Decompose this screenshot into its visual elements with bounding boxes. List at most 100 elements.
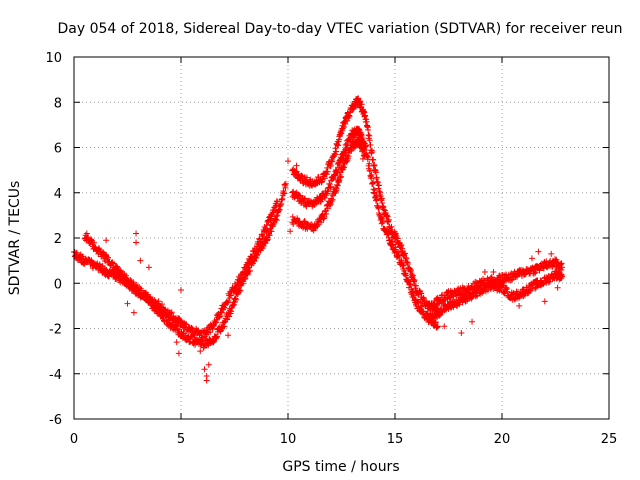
data-point-marker xyxy=(282,180,289,187)
data-point-marker xyxy=(293,162,300,169)
data-point-marker xyxy=(389,238,396,245)
data-point-marker xyxy=(175,350,182,357)
data-point-marker xyxy=(488,273,495,280)
data-point-marker xyxy=(402,250,409,257)
data-point-marker xyxy=(411,277,418,284)
y-tick-label: 8 xyxy=(54,96,62,111)
x-tick-label: 10 xyxy=(280,432,297,447)
data-point-marker xyxy=(324,168,331,175)
data-point-marker xyxy=(327,183,334,190)
data-point-marker xyxy=(207,329,214,336)
data-point-marker xyxy=(274,198,281,205)
axis-ticks: 0 5 10 15 20 25 -6 -4 -2 0 2 4 6 8 10 xyxy=(45,51,617,447)
data-point-marker xyxy=(528,255,535,262)
x-tick-label: 0 xyxy=(70,432,78,447)
data-point-marker xyxy=(332,151,339,158)
y-tick-label: -6 xyxy=(49,413,62,428)
data-point-marker xyxy=(361,145,368,152)
data-point-marker xyxy=(133,230,140,237)
data-point-marker xyxy=(390,241,397,248)
data-point-marker xyxy=(159,301,166,308)
data-point-marker xyxy=(133,239,140,246)
data-point-marker xyxy=(367,141,374,148)
data-point-marker xyxy=(516,302,523,309)
data-point-marker xyxy=(558,264,565,271)
y-tick-label: 2 xyxy=(54,232,62,247)
data-point-marker xyxy=(369,147,376,154)
data-point-marker xyxy=(417,289,424,296)
data-point-marker xyxy=(407,281,414,288)
data-point-marker xyxy=(90,239,97,246)
data-point-marker xyxy=(266,232,273,239)
data-point-marker xyxy=(323,210,330,217)
data-point-marker xyxy=(321,194,328,201)
data-point-marker xyxy=(541,298,548,305)
data-point-marker xyxy=(359,155,366,162)
data-point-marker xyxy=(327,201,334,208)
data-point-marker xyxy=(341,123,348,130)
data-point-marker xyxy=(203,377,210,384)
data-point-marker xyxy=(258,238,265,245)
data-point-marker xyxy=(548,250,555,257)
data-point-marker xyxy=(255,243,262,250)
data-point-marker xyxy=(317,219,324,226)
data-point-marker xyxy=(130,309,137,316)
data-point-marker xyxy=(99,262,106,269)
data-point-marker xyxy=(197,348,204,355)
data-point-marker xyxy=(249,254,256,261)
x-tick-label: 5 xyxy=(177,432,185,447)
data-point-marker xyxy=(250,253,257,260)
data-point-marker xyxy=(178,287,184,294)
data-point-marker xyxy=(205,361,212,368)
data-point-marker xyxy=(285,158,291,165)
data-point-marker xyxy=(152,299,159,306)
data-point-marker xyxy=(413,282,420,289)
data-point-marker xyxy=(83,230,90,237)
data-point-marker xyxy=(173,339,180,346)
data-point-marker xyxy=(287,228,294,235)
data-point-marker xyxy=(218,309,225,316)
data-point-marker xyxy=(415,299,422,306)
x-tick-label: 25 xyxy=(601,432,618,447)
x-axis-label: GPS time / hours xyxy=(282,459,399,475)
data-point-marker xyxy=(481,268,488,275)
data-point-marker xyxy=(417,303,424,310)
data-point-marker xyxy=(201,366,208,373)
data-point-marker xyxy=(469,318,476,325)
data-markers xyxy=(71,95,565,384)
data-point-marker xyxy=(124,300,131,307)
data-point-marker xyxy=(535,248,542,255)
data-point-marker xyxy=(268,228,275,235)
data-point-marker xyxy=(383,212,390,219)
data-point-marker xyxy=(407,266,414,273)
data-point-marker xyxy=(264,226,271,233)
data-point-marker xyxy=(232,296,239,303)
data-point-marker xyxy=(192,341,199,348)
data-point-marker xyxy=(418,303,425,310)
data-point-marker xyxy=(198,334,205,341)
data-point-marker xyxy=(355,134,362,141)
data-point-marker xyxy=(368,171,375,178)
data-point-marker xyxy=(260,233,267,240)
data-point-marker xyxy=(168,309,175,316)
grid-lines xyxy=(74,57,609,419)
data-point-marker xyxy=(175,315,182,322)
data-point-marker xyxy=(433,307,440,314)
data-point-marker xyxy=(514,273,521,280)
data-point-marker xyxy=(237,278,244,285)
data-point-marker xyxy=(102,266,109,273)
data-point-marker xyxy=(362,151,369,158)
data-point-marker xyxy=(242,269,249,276)
data-point-marker xyxy=(145,264,152,271)
data-point-marker xyxy=(527,287,534,294)
data-point-marker xyxy=(371,187,378,194)
data-point-marker xyxy=(458,330,465,337)
data-point-marker xyxy=(281,190,288,197)
data-point-marker xyxy=(342,120,349,127)
data-point-marker xyxy=(357,138,364,145)
data-point-marker xyxy=(231,301,238,308)
y-tick-label: 4 xyxy=(54,187,62,202)
data-point-marker xyxy=(411,292,418,299)
data-point-marker xyxy=(237,287,244,294)
y-axis-label: SDTVAR / TECUs xyxy=(7,181,23,296)
